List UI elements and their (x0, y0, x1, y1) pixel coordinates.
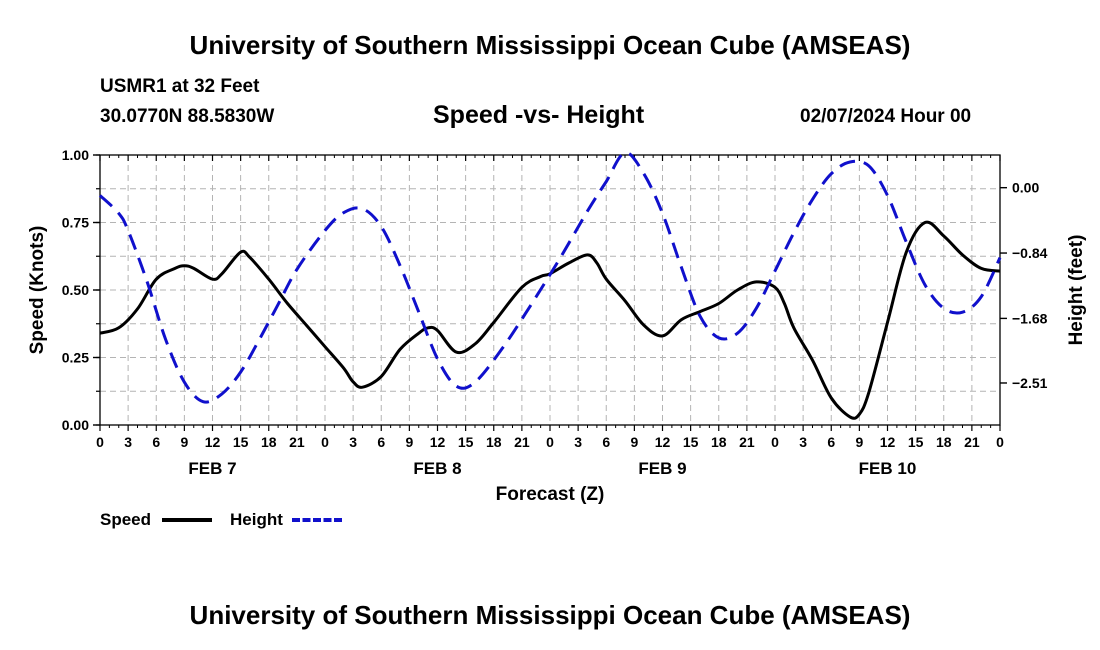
x-tick-label: 6 (602, 434, 610, 450)
x-tick-label: 15 (233, 434, 249, 450)
x-day-label: FEB 9 (638, 459, 686, 478)
x-tick-label: 9 (630, 434, 638, 450)
forecast-run-time: 02/07/2024 Hour 00 (800, 106, 972, 127)
x-tick-label: 12 (205, 434, 221, 450)
x-tick-label: 15 (458, 434, 474, 450)
y-left-tick-label: 0.25 (62, 350, 89, 366)
station-coordinates: 30.0770N 88.5830W (100, 106, 275, 127)
x-tick-label: 18 (261, 434, 277, 450)
y-right-axis-title: Height (feet) (1066, 235, 1087, 346)
footer-title: University of Southern Mississippi Ocean… (189, 600, 911, 630)
x-tick-label: 6 (152, 434, 160, 450)
x-tick-label: 21 (514, 434, 530, 450)
x-tick-label: 21 (289, 434, 305, 450)
x-tick-label: 0 (546, 434, 554, 450)
axis-ticks (93, 154, 1007, 431)
plot-title: Speed -vs- Height (433, 101, 645, 129)
x-tick-label: 3 (349, 434, 357, 450)
x-tick-label: 15 (683, 434, 699, 450)
x-tick-label: 0 (321, 434, 329, 450)
station-label: USMR1 at 32 Feet (100, 76, 260, 97)
x-tick-label: 18 (936, 434, 952, 450)
x-day-label: FEB 10 (859, 459, 917, 478)
y-left-tick-label: 0.00 (62, 417, 89, 433)
x-tick-label: 6 (827, 434, 835, 450)
x-tick-label: 21 (964, 434, 980, 450)
y-left-tick-label: 0.50 (62, 282, 89, 298)
x-tick-label: 3 (799, 434, 807, 450)
y-left-axis-title: Speed (Knots) (27, 226, 48, 355)
x-tick-label: 12 (655, 434, 671, 450)
legend-speed-label: Speed (100, 510, 152, 529)
x-tick-label: 0 (96, 434, 104, 450)
y-right-tick-label: −0.84 (1012, 245, 1048, 261)
x-tick-label: 15 (908, 434, 924, 450)
x-tick-label: 12 (430, 434, 446, 450)
x-day-label: FEB 8 (413, 459, 461, 478)
speed-series-line (99, 220, 1001, 420)
x-tick-label: 12 (880, 434, 896, 450)
grid-lines (100, 155, 1000, 425)
x-tick-label: 6 (377, 434, 385, 450)
legend-height-label: Height (230, 510, 283, 529)
x-tick-label: 0 (996, 434, 1004, 450)
x-tick-label: 18 (711, 434, 727, 450)
y-right-tick-label: −2.51 (1012, 375, 1048, 391)
x-day-label: FEB 7 (188, 459, 236, 478)
y-right-tick-label: 0.00 (1012, 180, 1039, 196)
series-layer (98, 151, 1002, 420)
x-tick-label: 3 (574, 434, 582, 450)
axis-labels: 0 3 6 9 12 15 18 21 0 3 6 9 12 15 18 21 0 3 6 9 12 15 18 21 0 3 6 9… (27, 147, 1087, 505)
legend-speed-swatch (162, 518, 212, 522)
x-tick-label: 18 (486, 434, 502, 450)
y-right-tick-label: −1.68 (1012, 310, 1048, 326)
y-left-tick-label: 1.00 (62, 147, 89, 163)
x-tick-label: 0 (771, 434, 779, 450)
x-axis-title: Forecast (Z) (496, 484, 605, 505)
x-tick-label: 21 (739, 434, 755, 450)
height-series-line (98, 151, 1002, 404)
x-tick-label: 9 (405, 434, 413, 450)
x-tick-label: 9 (855, 434, 863, 450)
x-tick-label: 9 (180, 434, 188, 450)
main-title: University of Southern Mississippi Ocean… (189, 30, 911, 60)
y-left-tick-label: 0.75 (62, 215, 89, 231)
legend-height-swatch (292, 518, 342, 522)
x-tick-label: 3 (124, 434, 132, 450)
